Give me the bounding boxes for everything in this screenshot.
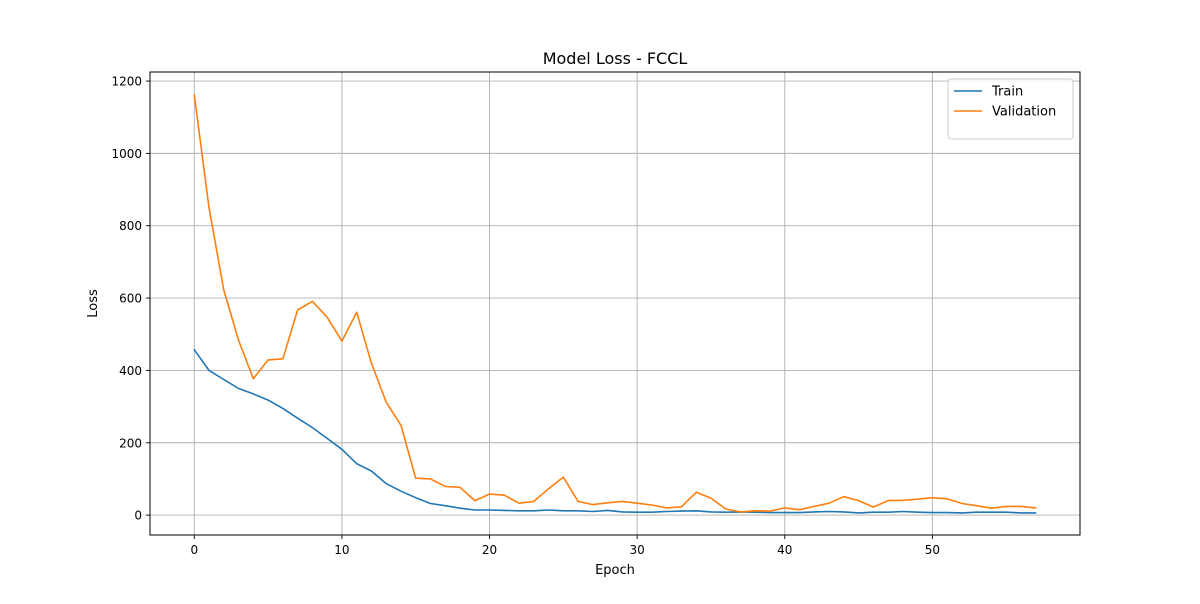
x-tick-label: 20: [482, 543, 497, 557]
series-lines: [193, 94, 1037, 514]
series-line-train: [193, 348, 1037, 514]
y-tick-label: 800: [119, 219, 142, 233]
series-line-validation: [193, 94, 1037, 513]
y-tick-label: 200: [119, 436, 142, 450]
x-tick-label: 10: [334, 543, 349, 557]
x-tick-label: 30: [630, 543, 645, 557]
grid-lines: [150, 72, 1080, 535]
x-axis-label: Epoch: [595, 563, 635, 578]
chart-title: Model Loss - FCCL: [543, 49, 688, 68]
x-tick-label: 50: [925, 543, 940, 557]
y-tick-label: 1000: [111, 147, 142, 161]
legend-box: [947, 78, 1074, 140]
legend-items: Train Validation: [954, 85, 1056, 120]
y-tick-label: 1200: [111, 75, 142, 89]
y-tick-label: 600: [119, 292, 142, 306]
legend-label-train: Train: [991, 85, 1023, 100]
chart-legend: Train Validation: [947, 78, 1074, 140]
plot-frame: [149, 71, 1081, 536]
y-tick-label: 400: [119, 364, 142, 378]
legend-label-validation: Validation: [992, 105, 1056, 120]
x-tick-label: 0: [190, 543, 198, 557]
axis-ticks: 0 10 20 30 40 50 0 200 400 600 800 1000 1200: [111, 75, 940, 557]
x-tick-label: 40: [777, 543, 792, 557]
y-tick-label: 0: [134, 509, 142, 523]
y-axis-label: Loss: [86, 289, 101, 318]
